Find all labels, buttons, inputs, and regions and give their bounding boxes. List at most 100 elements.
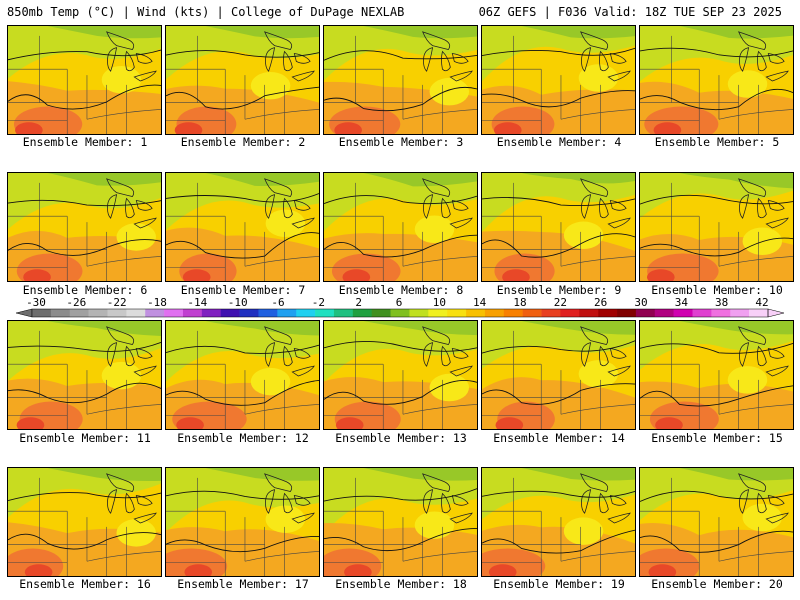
ensemble-member-label: Ensemble Member: 12 bbox=[177, 431, 309, 445]
ensemble-member-map bbox=[639, 467, 794, 577]
ensemble-member-label: Ensemble Member: 5 bbox=[654, 135, 780, 149]
colorbar-swatch bbox=[654, 309, 674, 317]
ensemble-member-label: Ensemble Member: 4 bbox=[496, 135, 622, 149]
ensemble-member-map bbox=[165, 467, 320, 577]
colorbar-swatch bbox=[32, 309, 52, 317]
ensemble-member-map bbox=[7, 25, 162, 135]
colorbar-swatch bbox=[333, 309, 354, 317]
temperature-colorbar: -30 -26 -22 -18 -14 -10 -6 -2 2 6 10 14 18 22 26 30 34 38… bbox=[15, 296, 785, 318]
ensemble-member-label: Ensemble Member: 14 bbox=[493, 431, 625, 445]
colorbar-swatch bbox=[145, 309, 165, 317]
ensemble-member-label: Ensemble Member: 2 bbox=[180, 135, 306, 149]
colorbar-tick-label: -14 bbox=[187, 296, 207, 309]
ensemble-member-label: Ensemble Member: 7 bbox=[180, 283, 306, 297]
ensemble-member-label: Ensemble Member: 18 bbox=[335, 577, 467, 591]
ensemble-member-map bbox=[165, 320, 320, 430]
colorbar-swatch bbox=[50, 309, 71, 317]
colorbar-swatch bbox=[635, 309, 656, 317]
ensemble-member-label: Ensemble Member: 8 bbox=[338, 283, 464, 297]
colorbar-swatch bbox=[484, 309, 505, 317]
colorbar-swatch bbox=[617, 309, 637, 317]
ensemble-member-map bbox=[7, 320, 162, 430]
ensemble-member-map bbox=[7, 172, 162, 282]
ensemble-member-label: Ensemble Member: 3 bbox=[338, 135, 464, 149]
colorbar-swatch bbox=[182, 309, 203, 317]
colorbar-swatch bbox=[371, 309, 391, 317]
ensemble-member-map bbox=[323, 172, 478, 282]
ensemble-member-map bbox=[639, 25, 794, 135]
colorbar-swatch bbox=[711, 309, 731, 317]
ensemble-member-map bbox=[7, 467, 162, 577]
colorbar-swatch bbox=[428, 309, 448, 317]
colorbar-tick-label: 10 bbox=[433, 296, 446, 309]
header-left-title: 850mb Temp (°C) | Wind (kts) | College o… bbox=[7, 5, 405, 19]
colorbar-tick-label: -10 bbox=[228, 296, 248, 309]
colorbar-tick-label: 30 bbox=[634, 296, 647, 309]
ensemble-member-map bbox=[481, 320, 636, 430]
ensemble-member-map bbox=[323, 25, 478, 135]
colorbar-swatch bbox=[315, 309, 335, 317]
colorbar-tick-label: -6 bbox=[271, 296, 284, 309]
colorbar-tick-label: -18 bbox=[147, 296, 167, 309]
colorbar-swatch bbox=[503, 309, 523, 317]
colorbar-swatch bbox=[164, 309, 184, 317]
ensemble-member-map bbox=[165, 172, 320, 282]
ensemble-member-map bbox=[323, 467, 478, 577]
ensemble-member-label: Ensemble Member: 1 bbox=[22, 135, 148, 149]
colorbar-tick-label: 38 bbox=[715, 296, 728, 309]
colorbar-swatch bbox=[88, 309, 108, 317]
colorbar-swatch bbox=[390, 309, 410, 317]
colorbar-tick-label: 26 bbox=[594, 296, 607, 309]
colorbar-swatch bbox=[749, 309, 769, 317]
colorbar-tick-label: 14 bbox=[473, 296, 487, 309]
ensemble-member-label: Ensemble Member: 9 bbox=[496, 283, 622, 297]
colorbar-swatch bbox=[673, 309, 693, 317]
ensemble-member-map bbox=[165, 25, 320, 135]
colorbar-swatch bbox=[447, 309, 467, 317]
colorbar-swatch bbox=[692, 309, 712, 317]
colorbar-tick-label: 2 bbox=[355, 296, 362, 309]
ensemble-member-label: Ensemble Member: 10 bbox=[651, 283, 783, 297]
colorbar-swatch bbox=[522, 309, 542, 317]
colorbar-tick-label: -30 bbox=[26, 296, 46, 309]
colorbar-swatch bbox=[409, 309, 429, 317]
ensemble-member-label: Ensemble Member: 13 bbox=[335, 431, 467, 445]
colorbar-tick-label: 6 bbox=[396, 296, 403, 309]
colorbar-swatch bbox=[560, 309, 580, 317]
colorbar-swatch bbox=[730, 309, 750, 317]
colorbar-swatch bbox=[69, 309, 89, 317]
colorbar-left-arrow bbox=[15, 308, 33, 318]
colorbar-tick-label: 18 bbox=[513, 296, 526, 309]
colorbar-swatch bbox=[220, 309, 240, 317]
ensemble-member-label: Ensemble Member: 17 bbox=[177, 577, 309, 591]
ensemble-member-label: Ensemble Member: 19 bbox=[493, 577, 625, 591]
colorbar-tick-label: 22 bbox=[554, 296, 567, 309]
colorbar-tick-label: -26 bbox=[66, 296, 86, 309]
colorbar-tick-label: -2 bbox=[312, 296, 325, 309]
colorbar-swatch bbox=[352, 309, 372, 317]
colorbar-swatch bbox=[579, 309, 599, 317]
ensemble-member-label: Ensemble Member: 15 bbox=[651, 431, 783, 445]
ensemble-member-map bbox=[481, 467, 636, 577]
colorbar-swatch bbox=[466, 309, 486, 317]
ensemble-member-map bbox=[639, 320, 794, 430]
ensemble-member-label: Ensemble Member: 6 bbox=[22, 283, 148, 297]
ensemble-member-map bbox=[481, 25, 636, 135]
colorbar-tick-label: 34 bbox=[675, 296, 689, 309]
ensemble-member-map bbox=[481, 172, 636, 282]
colorbar-swatch bbox=[258, 309, 278, 317]
colorbar-swatch bbox=[239, 309, 259, 317]
colorbar-right-arrow bbox=[767, 308, 785, 318]
colorbar-swatch bbox=[598, 309, 618, 317]
ensemble-member-label: Ensemble Member: 11 bbox=[19, 431, 151, 445]
colorbar-swatch bbox=[126, 309, 146, 317]
colorbar-swatch bbox=[201, 309, 222, 317]
ensemble-member-map bbox=[323, 320, 478, 430]
colorbar-swatch bbox=[541, 309, 561, 317]
header-right-run-info: 06Z GEFS | F036 Valid: 18Z TUE SEP 23 20… bbox=[478, 5, 782, 19]
colorbar-swatch bbox=[107, 309, 127, 317]
ensemble-member-map bbox=[639, 172, 794, 282]
ensemble-member-label: Ensemble Member: 16 bbox=[19, 577, 151, 591]
colorbar-swatch bbox=[296, 309, 316, 317]
colorbar-tick-label: -22 bbox=[107, 296, 127, 309]
